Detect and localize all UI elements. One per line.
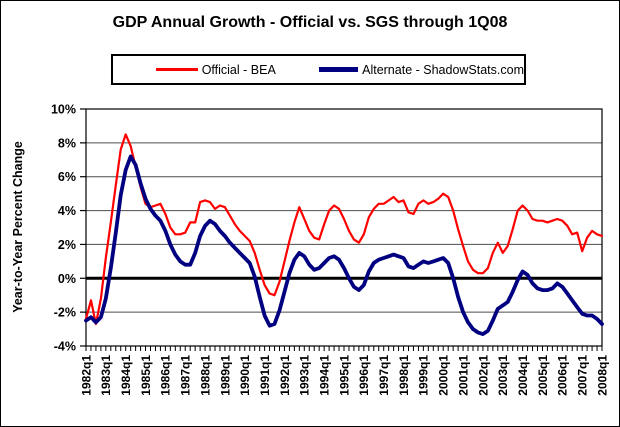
legend-item-alternate: Alternate - ShadowStats.com — [318, 62, 524, 77]
x-tick-label: 1992q1 — [278, 355, 292, 396]
legend-label: Alternate - ShadowStats.com — [362, 62, 524, 77]
y-axis-title: Year-to-Year Percent Change — [11, 141, 25, 313]
y-tick-label: 6% — [58, 170, 76, 184]
y-tick-label: -4% — [54, 340, 76, 354]
x-tick-label: 1998q1 — [397, 355, 411, 396]
x-tick-label: 1982q1 — [79, 355, 93, 396]
y-tick-label: 4% — [58, 204, 76, 218]
x-tick-label: 2000q1 — [437, 355, 451, 396]
legend-line-swatch — [155, 68, 198, 71]
x-tick-label: 1994q1 — [317, 355, 331, 396]
x-tick-label: 1984q1 — [119, 355, 133, 396]
x-tick-label: 2006q1 — [556, 355, 570, 396]
y-tick-label: 0% — [58, 272, 76, 286]
legend-label: Official - BEA — [201, 62, 276, 77]
y-tick-label: 10% — [51, 103, 76, 117]
y-tick-label: 8% — [58, 136, 76, 150]
x-tick-label: 1997q1 — [377, 355, 391, 396]
x-tick-label: 1988q1 — [198, 355, 212, 396]
x-tick-label: 2001q1 — [456, 355, 470, 396]
x-tick-label: 2004q1 — [516, 355, 530, 396]
official-bea-series-line — [84, 133, 604, 326]
x-tick-label: 2003q1 — [496, 355, 510, 396]
plot-border — [85, 108, 603, 347]
x-tick-label: 1991q1 — [258, 355, 272, 396]
x-tick-label: 1999q1 — [417, 355, 431, 396]
x-tick-label: 1989q1 — [218, 355, 232, 396]
x-tick-label: 1993q1 — [298, 355, 312, 396]
chart-title: GDP Annual Growth - Official vs. SGS thr… — [112, 14, 508, 31]
x-tick-label: 2008q1 — [595, 355, 609, 396]
legend: Official - BEA Alternate - ShadowStats.co… — [111, 54, 526, 85]
x-tick-label: 1990q1 — [238, 355, 252, 396]
x-tick-label: 1986q1 — [159, 355, 173, 396]
x-tick-label: 2007q1 — [575, 355, 589, 396]
alternate-shadowstats-series-line — [84, 154, 604, 337]
x-tick-label: 1996q1 — [357, 355, 371, 396]
x-tick-label: 1995q1 — [337, 355, 351, 396]
legend-line-swatch — [318, 67, 359, 72]
y-tick-label: -2% — [54, 306, 76, 320]
x-tick-label: 1985q1 — [139, 355, 153, 396]
y-tick-label: 2% — [58, 238, 76, 252]
x-tick-label: 1987q1 — [179, 355, 193, 396]
plot-area: 10% 8% 6% 4% 2% 0% -2% -4%1982q1 1983q1 1984q1 198… — [51, 103, 609, 396]
x-tick-label: 2005q1 — [536, 355, 550, 396]
x-tick-label: 1983q1 — [99, 355, 113, 396]
x-tick-label: 2002q1 — [476, 355, 490, 396]
legend-item-official: Official - BEA — [113, 63, 319, 77]
